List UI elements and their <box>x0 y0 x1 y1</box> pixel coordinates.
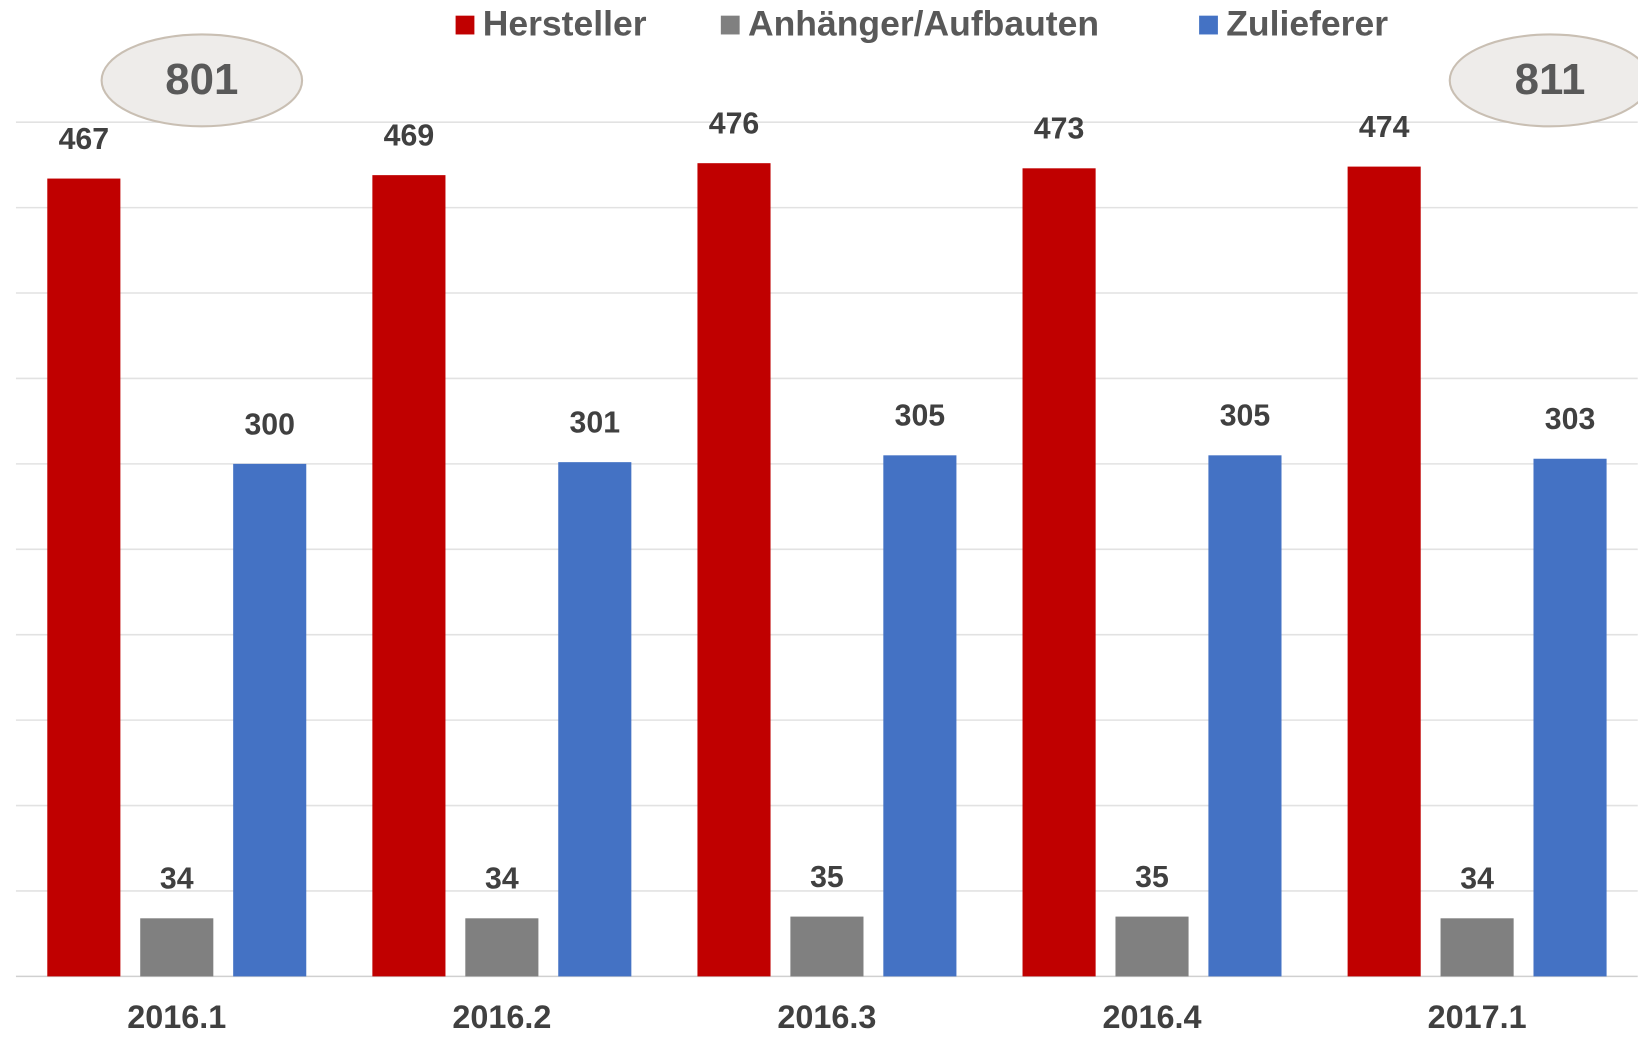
legend-swatch <box>455 15 475 35</box>
x-tick-label: 2016.2 <box>452 999 551 1035</box>
x-tick-label: 2016.4 <box>1103 999 1202 1035</box>
data-label: 305 <box>895 400 946 433</box>
bar <box>1347 166 1421 977</box>
data-label: 300 <box>244 408 295 441</box>
data-label: 467 <box>59 123 110 156</box>
bar <box>883 455 957 977</box>
data-label: 34 <box>485 863 519 896</box>
data-label: 301 <box>570 407 621 440</box>
data-label: 476 <box>709 108 760 141</box>
data-label: 473 <box>1034 113 1085 146</box>
legend-label: Zulieferer <box>1226 3 1388 43</box>
x-tick-label: 2017.1 <box>1428 999 1527 1035</box>
legend-swatch <box>720 15 740 35</box>
bar <box>233 463 307 977</box>
data-label: 474 <box>1359 111 1410 144</box>
annotation: 801 <box>165 55 238 104</box>
bar <box>140 918 214 977</box>
data-label: 34 <box>160 863 194 896</box>
annotation: 811 <box>1515 55 1586 104</box>
annotation-bubble <box>100 33 304 128</box>
x-tick-label: 2016.1 <box>127 999 226 1035</box>
legend-label: Anhänger/Aufbauten <box>748 3 1099 43</box>
data-label: 305 <box>1220 400 1271 433</box>
data-label: 469 <box>384 120 435 153</box>
data-label: 35 <box>1135 861 1169 894</box>
bar <box>1115 916 1189 977</box>
annotation-bubble <box>1448 33 1638 128</box>
legend-label: Hersteller <box>483 3 647 43</box>
bar <box>465 918 539 977</box>
x-tick-label: 2016.3 <box>777 999 876 1035</box>
bar <box>1533 458 1607 977</box>
bar <box>558 462 632 977</box>
data-label: 34 <box>1460 863 1494 896</box>
bar <box>47 178 121 977</box>
bar <box>1208 455 1282 977</box>
legend-swatch <box>1199 15 1218 35</box>
bar <box>1022 168 1096 977</box>
data-label: 303 <box>1545 403 1596 436</box>
data-label: 35 <box>810 861 844 894</box>
bar <box>372 175 446 977</box>
bar <box>790 916 864 977</box>
bar <box>697 163 771 977</box>
bar <box>1440 918 1514 977</box>
